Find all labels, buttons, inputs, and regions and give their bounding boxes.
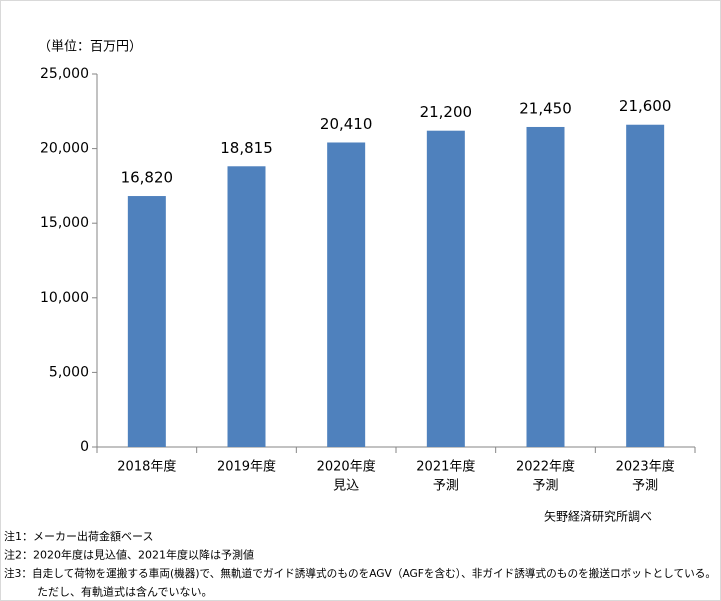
bar <box>227 166 266 447</box>
x-tick-label: 2020年度 <box>317 459 376 475</box>
y-tick-label: 25,000 <box>40 66 89 82</box>
x-tick-label: 予測 <box>632 479 658 494</box>
value-label: 18,815 <box>220 139 273 157</box>
y-tick-label: 0 <box>80 439 89 455</box>
unit-label: （単位：百万円） <box>38 39 142 55</box>
x-tick-label: 予測 <box>433 479 459 494</box>
value-label: 21,600 <box>619 97 672 115</box>
bar <box>127 196 166 447</box>
x-tick-label: 2018年度 <box>117 459 176 475</box>
value-label: 21,200 <box>420 103 473 121</box>
note: ただし、有軌道式は含んでいない。 <box>37 585 212 599</box>
value-label: 20,410 <box>320 115 373 133</box>
bar <box>526 126 565 447</box>
source: 矢野経済研究所調べ <box>544 509 652 524</box>
x-tick-label: 2021年度 <box>416 459 475 475</box>
x-tick-label: 2022年度 <box>516 459 575 475</box>
y-tick-label: 20,000 <box>40 141 89 157</box>
bar <box>426 130 465 448</box>
y-tick-label: 10,000 <box>40 290 89 306</box>
value-label: 21,450 <box>519 99 572 117</box>
value-label: 16,820 <box>121 169 174 187</box>
note: 注3：自走して荷物を運搬する車両(機器)で、無軌道でガイド誘導式のものをAGV（… <box>4 566 716 580</box>
y-tick-label: 5,000 <box>49 364 89 380</box>
note: 注2：2020年度は見込値、2021年度以降は予測値 <box>4 548 254 562</box>
x-tick-label: 2023年度 <box>616 459 675 475</box>
x-tick-label: 見込 <box>333 479 359 494</box>
x-tick-label: 予測 <box>532 479 558 494</box>
bar <box>626 124 665 447</box>
note: 注1：メーカー出荷金額ベース <box>4 529 153 543</box>
bar <box>327 142 366 448</box>
y-tick-label: 15,000 <box>40 215 89 231</box>
x-tick-label: 2019年度 <box>217 459 276 475</box>
